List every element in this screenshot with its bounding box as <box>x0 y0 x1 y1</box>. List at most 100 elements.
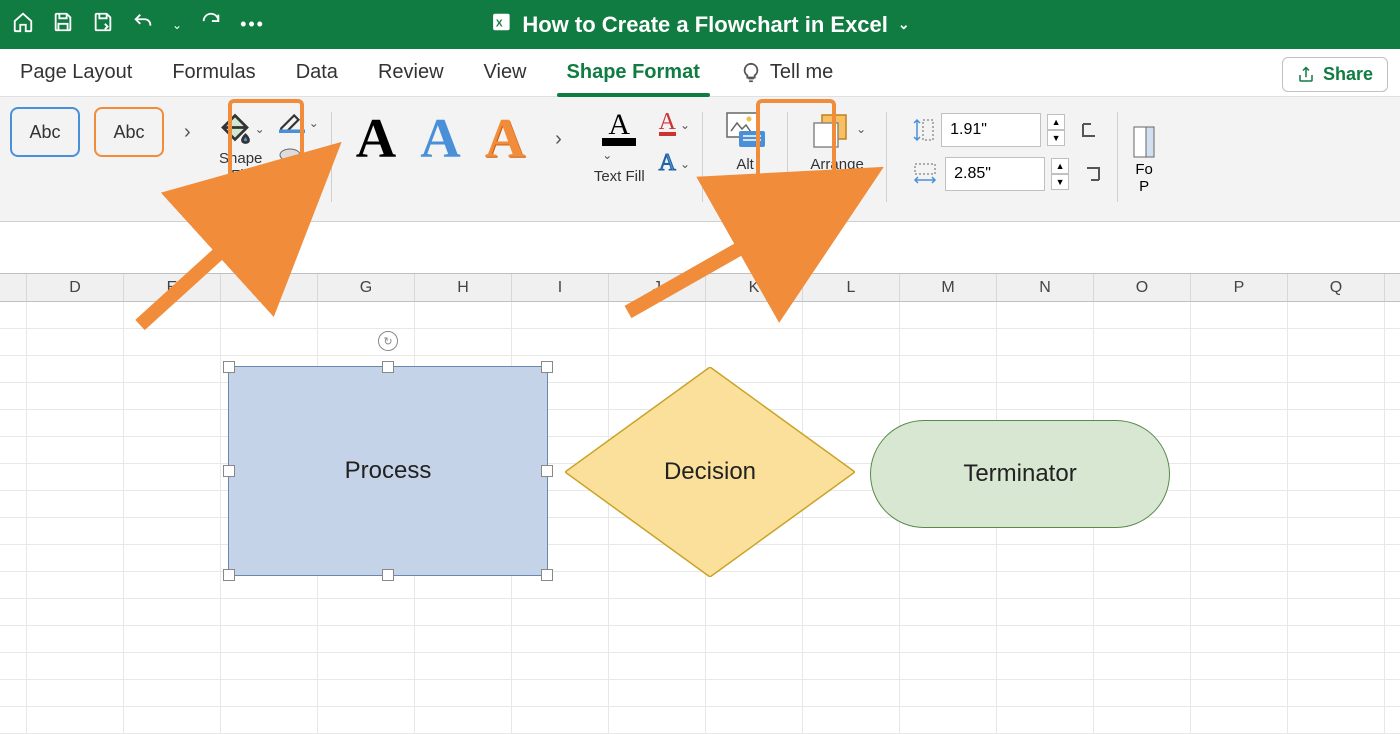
effects-icon <box>279 147 305 167</box>
shape-effects-button[interactable]: ⌄ <box>279 147 319 167</box>
resize-handle-sw[interactable] <box>223 569 235 581</box>
tab-view[interactable]: View <box>464 49 547 96</box>
worksheet-grid[interactable]: /*rows rendered below via JS*/ Process ↻… <box>0 302 1400 734</box>
svg-text:X: X <box>496 18 503 29</box>
arrange-dropdown-icon[interactable]: ⌄ <box>856 122 866 136</box>
col-header-e[interactable]: E <box>124 274 221 301</box>
col-header-d[interactable]: D <box>27 274 124 301</box>
shape-styles-more-icon[interactable]: › <box>178 121 197 144</box>
share-button[interactable]: Share <box>1282 57 1388 92</box>
tab-data[interactable]: Data <box>276 49 358 96</box>
process-label: Process <box>345 457 432 485</box>
wordart-more-icon[interactable]: › <box>549 128 568 151</box>
col-header-o[interactable]: O <box>1094 274 1191 301</box>
col-header-k[interactable]: K <box>706 274 803 301</box>
shape-outline-effects: ⌄ ⌄ <box>271 107 327 167</box>
resize-handle-s[interactable] <box>382 569 394 581</box>
alt-text-button[interactable]: Alt Text <box>707 107 783 190</box>
text-effects-a-icon: A <box>659 150 676 177</box>
flowchart-process-shape[interactable]: Process ↻ <box>228 366 548 576</box>
document-title: How to Create a Flowchart in Excel <box>522 12 888 38</box>
shape-width-input[interactable] <box>945 157 1045 191</box>
resize-handle-se[interactable] <box>541 569 553 581</box>
decision-label: Decision <box>664 458 756 486</box>
col-header-n[interactable]: N <box>997 274 1094 301</box>
undo-dropdown-icon[interactable]: ⌄ <box>172 18 182 32</box>
arrange-icon <box>808 107 852 151</box>
title-dropdown-icon[interactable]: ⌄ <box>898 16 910 33</box>
col-header-m[interactable]: M <box>900 274 997 301</box>
redo-icon[interactable] <box>200 11 222 38</box>
pen-icon <box>279 113 305 133</box>
shape-fill-dropdown-icon[interactable]: ⌄ <box>255 122 265 136</box>
wordart-style-2[interactable]: A <box>420 107 460 171</box>
size-group: ▲▼ ▲▼ <box>891 107 1113 191</box>
col-header-p[interactable]: P <box>1191 274 1288 301</box>
tell-me[interactable]: Tell me <box>720 61 853 84</box>
save-icon[interactable] <box>52 11 74 38</box>
undo-icon[interactable] <box>132 11 154 38</box>
more-icon[interactable]: ••• <box>240 14 265 35</box>
tab-review[interactable]: Review <box>358 49 464 96</box>
shape-style-1[interactable]: Abc <box>10 107 80 157</box>
resize-handle-e[interactable] <box>541 465 553 477</box>
col-header-i[interactable]: I <box>512 274 609 301</box>
shape-height: ▲▼ <box>911 113 1103 147</box>
shape-outline-button[interactable]: ⌄ <box>279 113 319 133</box>
tab-shape-format[interactable]: Shape Format <box>547 49 720 96</box>
height-icon <box>911 116 935 144</box>
wordart-style-1[interactable]: A <box>356 107 396 171</box>
excel-file-icon: X <box>490 11 512 39</box>
format-pane-icon <box>1130 123 1158 161</box>
crop-top-icon <box>1079 120 1099 140</box>
col-header-h[interactable]: H <box>415 274 512 301</box>
resize-handle-nw[interactable] <box>223 361 235 373</box>
width-spinner[interactable]: ▲▼ <box>1051 158 1069 190</box>
column-headers: D E F G H I J K L M N O P Q <box>0 274 1400 302</box>
col-header[interactable] <box>0 274 27 301</box>
text-fill-button[interactable]: A ⌄ Text Fill <box>588 107 651 189</box>
flowchart-terminator-shape[interactable]: Terminator <box>870 420 1170 528</box>
ribbon-tabs: Page Layout Formulas Data Review View Sh… <box>0 49 1400 97</box>
resize-handle-w[interactable] <box>223 465 235 477</box>
rotation-handle[interactable]: ↻ <box>378 331 398 351</box>
text-outline-button[interactable]: A ⌄ <box>659 113 690 136</box>
text-fill-label: Text Fill <box>594 168 645 185</box>
wordart-styles-gallery: A A A › <box>336 107 588 171</box>
share-label: Share <box>1323 64 1373 85</box>
shape-height-input[interactable] <box>941 113 1041 147</box>
format-pane-label: Fo P <box>1135 161 1153 195</box>
tab-formulas[interactable]: Formulas <box>152 49 275 96</box>
shape-styles-gallery: Abc Abc › <box>0 107 207 157</box>
text-effects-button[interactable]: A ⌄ <box>659 150 690 177</box>
home-icon[interactable] <box>12 11 34 38</box>
resize-handle-ne[interactable] <box>541 361 553 373</box>
shape-fill-button[interactable]: ⌄ Shape Fill <box>211 107 271 188</box>
flowchart-decision-shape[interactable]: Decision <box>565 367 855 577</box>
wordart-style-3[interactable]: A <box>485 107 525 171</box>
tab-page-layout[interactable]: Page Layout <box>0 49 152 96</box>
document-title-area: X How to Create a Flowchart in Excel ⌄ <box>490 11 909 39</box>
text-fill-dropdown-icon[interactable]: ⌄ <box>602 148 612 162</box>
arrange-button[interactable]: ⌄ Arrange <box>792 107 882 174</box>
formula-bar-area <box>0 222 1400 274</box>
text-outline-a-icon: A <box>659 113 676 136</box>
col-header-f[interactable]: F <box>221 274 318 301</box>
resize-handle-n[interactable] <box>382 361 394 373</box>
col-header-q[interactable]: Q <box>1288 274 1385 301</box>
shape-fill-label: Shape Fill <box>219 151 262 184</box>
text-fill-a-icon: A <box>608 111 630 138</box>
col-header-j[interactable]: J <box>609 274 706 301</box>
width-icon <box>911 162 939 186</box>
format-pane-button[interactable]: Fo P <box>1122 107 1166 221</box>
quick-access-toolbar: ⌄ ••• <box>12 11 265 38</box>
share-icon <box>1297 66 1315 84</box>
shape-style-2[interactable]: Abc <box>94 107 164 157</box>
tell-me-label: Tell me <box>770 61 833 84</box>
height-spinner[interactable]: ▲▼ <box>1047 114 1065 146</box>
col-header-g[interactable]: G <box>318 274 415 301</box>
save-as-icon[interactable] <box>92 11 114 38</box>
title-bar: ⌄ ••• X How to Create a Flowchart in Exc… <box>0 0 1400 49</box>
col-header-l[interactable]: L <box>803 274 900 301</box>
arrange-label: Arrange <box>810 157 863 174</box>
